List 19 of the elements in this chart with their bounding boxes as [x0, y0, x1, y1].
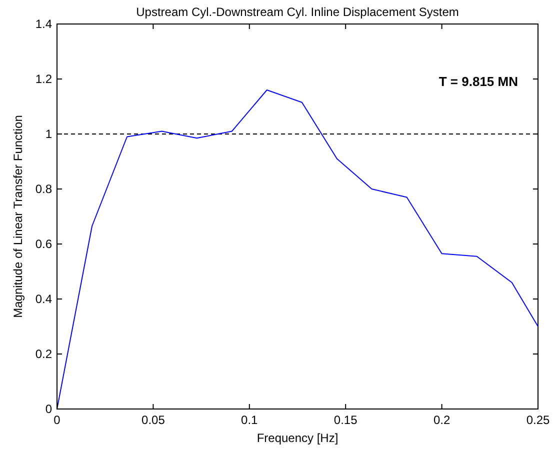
- y-tick-label: 1.4: [35, 17, 52, 31]
- y-tick-label: 1: [45, 127, 52, 141]
- annotation: T = 9.815 MN: [438, 74, 518, 89]
- x-tick-label: 0.1: [241, 413, 258, 427]
- x-tick-label: 0: [54, 413, 61, 427]
- y-tick-label: 0.8: [35, 182, 52, 196]
- x-tick-label: 0.15: [334, 413, 358, 427]
- y-tick-label: 0: [45, 402, 52, 416]
- y-tick-label: 1.2: [35, 72, 52, 86]
- y-tick-label: 0.2: [35, 347, 52, 361]
- y-axis-title: Magnitude of Linear Transfer Function: [11, 115, 25, 318]
- x-tick-label: 0.05: [142, 413, 166, 427]
- chart-title: Upstream Cyl.-Downstream Cyl. Inline Displacement System: [136, 5, 459, 19]
- x-tick-label: 0.2: [433, 413, 450, 427]
- y-tick-label: 0.4: [35, 292, 52, 306]
- x-axis-title: Frequency [Hz]: [256, 431, 338, 445]
- x-tick-label: 0.25: [526, 413, 550, 427]
- y-tick-label: 0.6: [35, 237, 52, 251]
- line-series: [56, 90, 538, 410]
